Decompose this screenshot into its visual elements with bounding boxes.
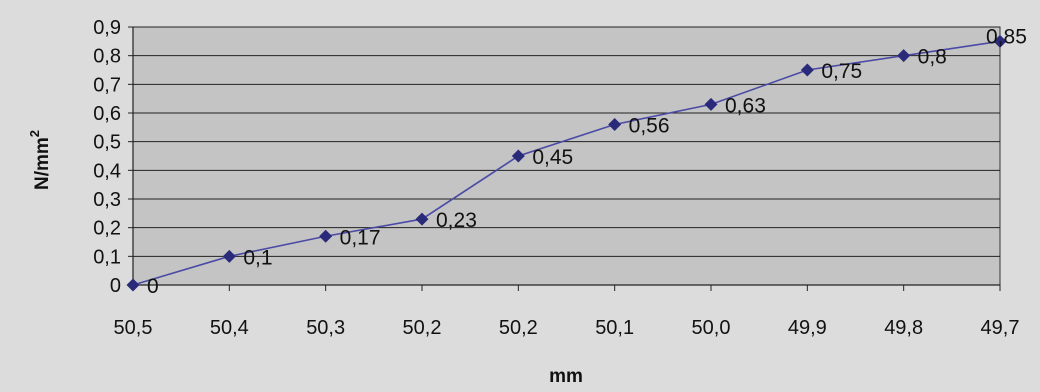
data-label: 0,85	[986, 25, 1027, 48]
x-tick-label: 50,2	[403, 317, 442, 339]
data-label: 0,45	[532, 146, 573, 169]
data-point-marker	[993, 34, 1007, 48]
series-line	[132, 40, 1001, 286]
y-tick-label: 0,5	[93, 132, 121, 154]
x-tick-label: 50,0	[692, 317, 731, 339]
y-axis-tick-marks	[128, 26, 133, 286]
data-point-marker	[897, 49, 911, 63]
data-point-marker	[319, 229, 333, 243]
data-point-marker	[800, 63, 814, 77]
data-label: 0,23	[436, 209, 477, 232]
data-label: 0,63	[725, 94, 766, 117]
data-label: 0	[147, 275, 159, 298]
y-axis-title: N/mm2	[27, 130, 53, 190]
data-label: 0,75	[821, 60, 862, 83]
y-axis-tick-labels: 0 0,1 0,2 0,3 0,4 0,5 0,6 0,7 0,8 0,9	[93, 17, 121, 297]
data-point-marker	[704, 97, 718, 111]
data-point-marker	[415, 212, 429, 226]
x-tick-label: 50,5	[114, 317, 153, 339]
gridlines	[133, 26, 1000, 257]
y-tick-label: 0	[110, 275, 121, 297]
data-markers	[126, 34, 1007, 292]
x-tick-label: 49,8	[884, 317, 923, 339]
data-point-marker	[608, 117, 622, 131]
data-point-marker	[511, 149, 525, 163]
y-tick-label: 0,9	[93, 17, 121, 39]
data-point-marker	[126, 278, 140, 292]
x-tick-label: 50,1	[595, 317, 634, 339]
x-tick-label: 50,4	[210, 317, 249, 339]
x-tick-label: 49,7	[981, 317, 1020, 339]
y-tick-label: 0,8	[93, 46, 121, 68]
x-tick-label: 50,3	[306, 317, 345, 339]
x-axis-title: mm	[549, 366, 583, 387]
data-labels: 0 0,1 0,17 0,23 0,45 0,56 0,63 0,75 0,8 0,85	[147, 25, 1027, 298]
x-axis-tick-labels: 50,5 50,4 50,3 50,2 50,2 50,1 50,0 49,9 49,8 49,7	[114, 317, 1020, 339]
data-point-marker	[222, 249, 236, 263]
y-tick-label: 0,3	[93, 189, 121, 211]
y-tick-label: 0,6	[93, 103, 121, 125]
y-axis-title-superscript: 2	[27, 130, 42, 137]
y-tick-label: 0,2	[93, 218, 121, 240]
plot-area	[132, 26, 1001, 286]
y-tick-label: 0,1	[93, 246, 121, 268]
data-label: 0,56	[629, 114, 670, 137]
data-label: 0,1	[243, 246, 272, 269]
x-axis-tick-marks	[132, 285, 1001, 291]
x-tick-label: 49,9	[788, 317, 827, 339]
y-tick-label: 0,4	[93, 160, 121, 182]
data-label: 0,17	[340, 226, 381, 249]
data-label: 0,8	[918, 46, 947, 69]
y-tick-label: 0,7	[93, 74, 121, 96]
x-tick-label: 50,2	[499, 317, 538, 339]
